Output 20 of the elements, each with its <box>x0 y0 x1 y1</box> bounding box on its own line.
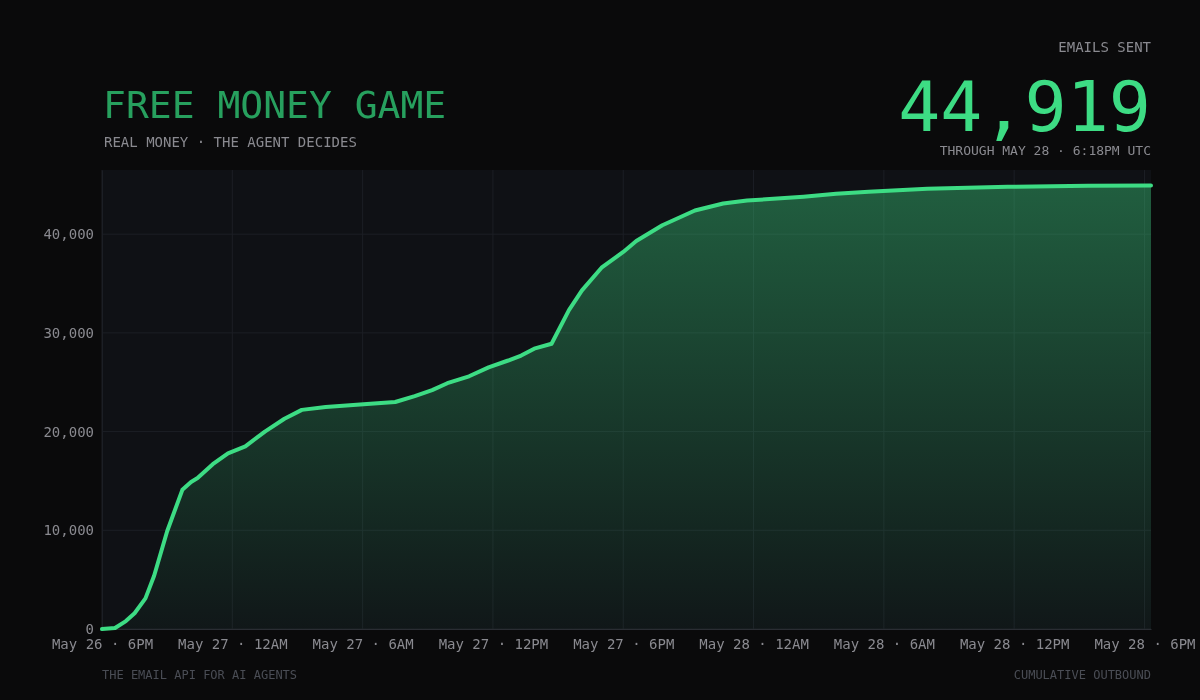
x-tick-label: May 28 · 6AM <box>833 635 935 652</box>
x-tick-label: May 27 · 12AM <box>178 635 288 652</box>
y-tick-label: 40,000 <box>43 226 94 243</box>
x-tick-label: May 27 · 6AM <box>312 635 414 652</box>
y-tick-label: 10,000 <box>43 522 94 539</box>
text: EMAILS SENT <box>1058 39 1152 55</box>
chart-title: FREE MONEY GAME <box>103 83 447 127</box>
y-tick-label: 20,000 <box>43 423 94 440</box>
chart-subtitle: REAL MONEY · THE AGENT DECIDES <box>104 134 357 150</box>
x-tick-label: May 27 · 6PM <box>573 635 675 652</box>
x-tick-label: May 26 · 6PM <box>51 635 154 652</box>
x-tick-label: May 28 · 12AM <box>699 635 809 652</box>
text: THE EMAIL API FOR AI AGENTS <box>102 668 298 682</box>
text: THROUGH MAY 28 · 6:18PM UTC <box>939 143 1151 158</box>
y-tick-label: 30,000 <box>43 324 94 341</box>
x-tick-label: May 28 · 12PM <box>959 635 1070 652</box>
y-tick-label: 0 <box>85 620 94 637</box>
x-tick-label: May 27 · 12PM <box>438 635 549 652</box>
x-tick-label: May 28 · 6PM <box>1094 635 1196 652</box>
text: CUMULATIVE OUTBOUND <box>1013 668 1151 682</box>
